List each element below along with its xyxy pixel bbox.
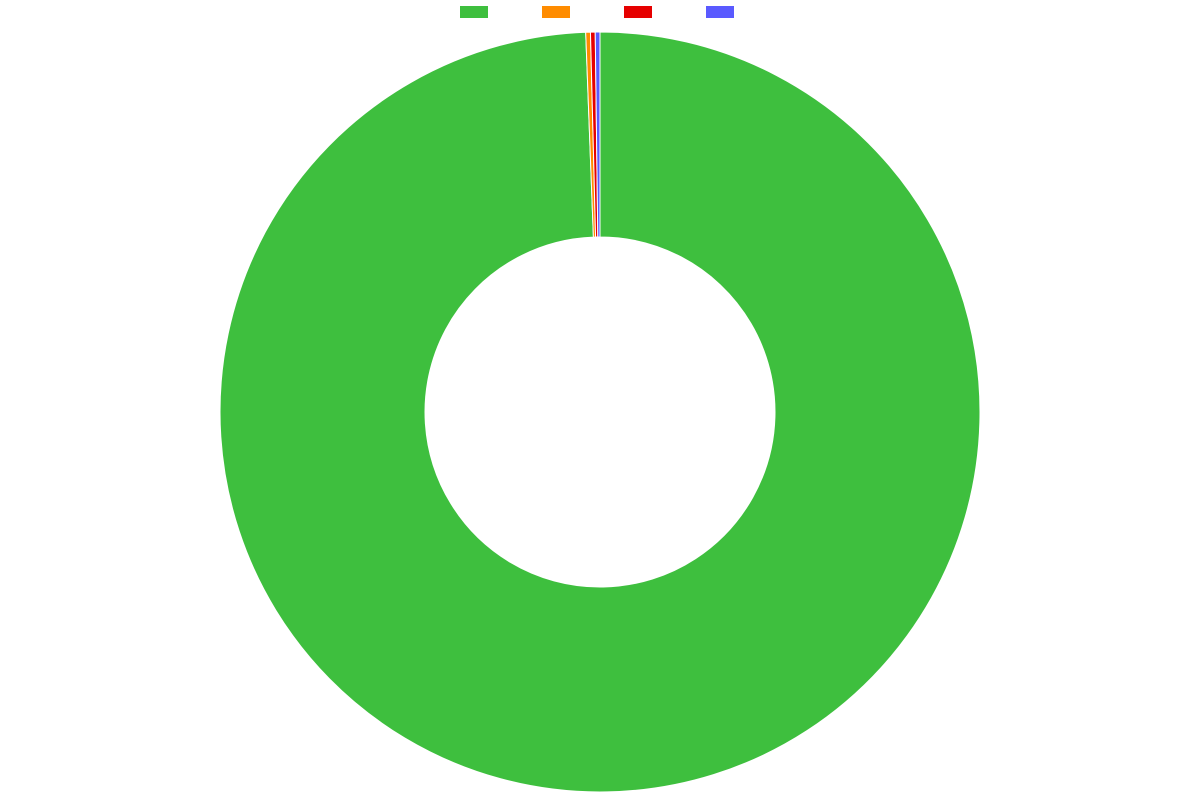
donut-chart-area (0, 24, 1200, 800)
legend-swatch-3 (706, 6, 734, 18)
legend-item-1 (542, 6, 576, 18)
legend-item-2 (624, 6, 658, 18)
donut-chart-svg (0, 24, 1200, 800)
donut-chart-container (0, 0, 1200, 800)
chart-legend (0, 6, 1200, 18)
legend-swatch-2 (624, 6, 652, 18)
legend-swatch-1 (542, 6, 570, 18)
legend-item-0 (460, 6, 494, 18)
legend-swatch-0 (460, 6, 488, 18)
legend-item-3 (706, 6, 740, 18)
